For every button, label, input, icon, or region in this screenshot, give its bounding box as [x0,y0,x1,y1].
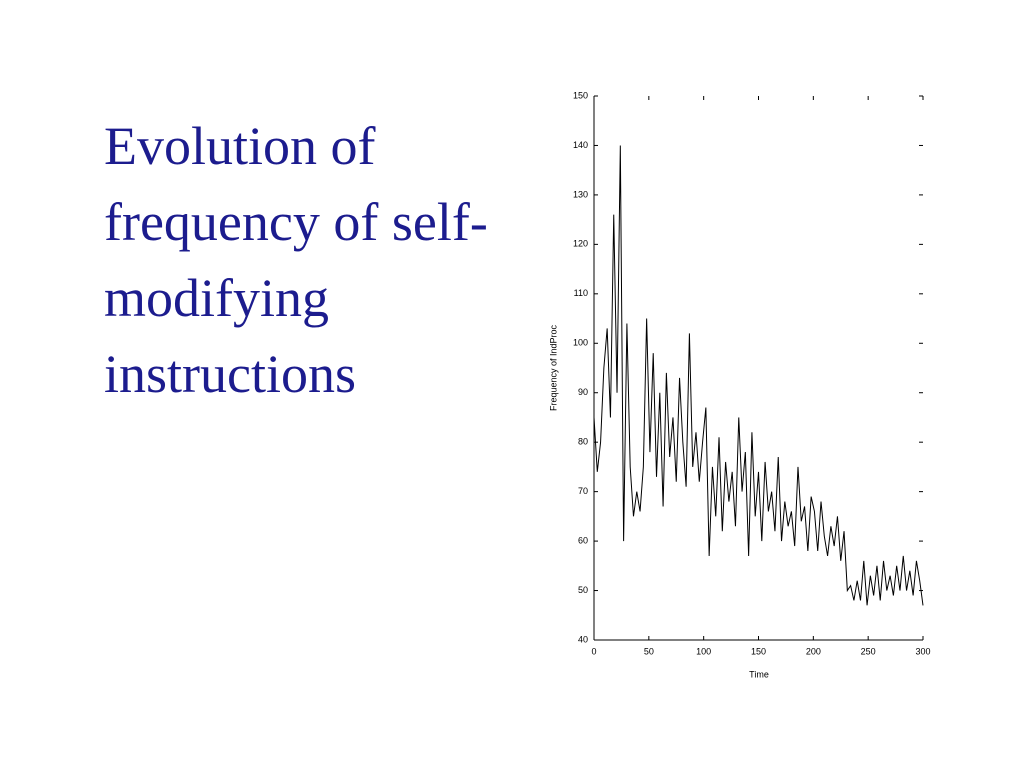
data-line [593,145,924,606]
slide-title: Evolution of frequency of self-modifying… [104,116,488,404]
y-tick-label: 110 [574,288,588,298]
x-tick-label: 50 [644,646,654,656]
y-tick-label: 90 [578,387,588,397]
y-tick-label: 140 [573,140,588,150]
x-tick-label: 0 [591,646,596,656]
x-axis-label: Time [749,669,769,679]
x-tick-label: 150 [751,646,766,656]
y-tick-label: 80 [578,437,588,447]
y-tick-label: 60 [578,535,588,545]
y-tick-label: 70 [578,486,588,496]
y-tick-label: 120 [573,239,588,249]
y-axis-label: Frequency of IndProc [548,324,558,411]
x-tick-label: 100 [696,646,711,656]
x-tick-label: 300 [915,646,930,656]
x-tick-label: 200 [806,646,821,656]
y-tick-label: 150 [573,90,588,100]
y-tick-label: 100 [573,338,588,348]
x-tick-label: 250 [861,646,876,656]
y-tick-label: 50 [578,585,588,595]
y-tick-label: 40 [578,634,588,644]
y-tick-label: 130 [573,189,588,199]
